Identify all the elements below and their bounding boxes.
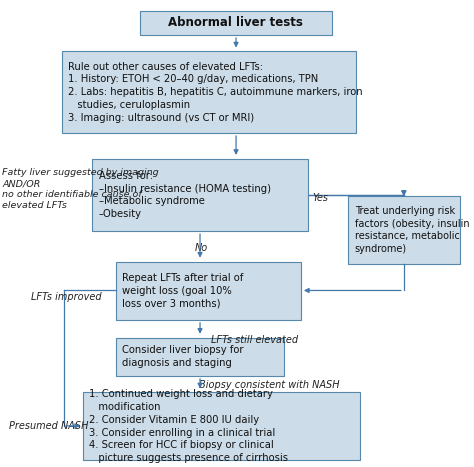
Text: Presumed NASH: Presumed NASH <box>9 421 89 431</box>
Text: LFTs still elevated: LFTs still elevated <box>211 335 298 345</box>
FancyBboxPatch shape <box>116 338 284 376</box>
Text: 1. Continued weight loss and dietary
   modification
2. Consider Vitamin E 800 I: 1. Continued weight loss and dietary mod… <box>89 389 288 463</box>
FancyBboxPatch shape <box>116 262 301 320</box>
Text: Assess for:
–Insulin resistance (HOMA testing)
–Metabolic syndrome
–Obesity: Assess for: –Insulin resistance (HOMA te… <box>99 171 271 219</box>
Text: Consider liver biopsy for
diagnosis and staging: Consider liver biopsy for diagnosis and … <box>122 346 244 368</box>
FancyBboxPatch shape <box>348 196 460 264</box>
Text: Treat underlying risk
factors (obesity, insulin
resistance, metabolic
syndrome): Treat underlying risk factors (obesity, … <box>355 206 469 254</box>
Text: Abnormal liver tests: Abnormal liver tests <box>168 16 303 29</box>
FancyBboxPatch shape <box>140 11 332 35</box>
Text: Rule out other causes of elevated LFTs:
1. History: ETOH < 20–40 g/day, medicati: Rule out other causes of elevated LFTs: … <box>68 62 363 123</box>
Text: LFTs improved: LFTs improved <box>31 291 101 302</box>
FancyBboxPatch shape <box>83 392 360 460</box>
FancyBboxPatch shape <box>62 51 356 133</box>
Text: No: No <box>195 243 208 254</box>
FancyBboxPatch shape <box>92 159 308 231</box>
Text: Yes: Yes <box>312 193 328 204</box>
Text: Biopsy consistent with NASH: Biopsy consistent with NASH <box>199 380 340 390</box>
Text: Repeat LFTs after trial of
weight loss (goal 10%
loss over 3 months): Repeat LFTs after trial of weight loss (… <box>122 273 244 309</box>
Text: Fatty liver suggested by imaging
AND/OR
no other identifiable cause of
elevated : Fatty liver suggested by imaging AND/OR … <box>2 168 159 210</box>
